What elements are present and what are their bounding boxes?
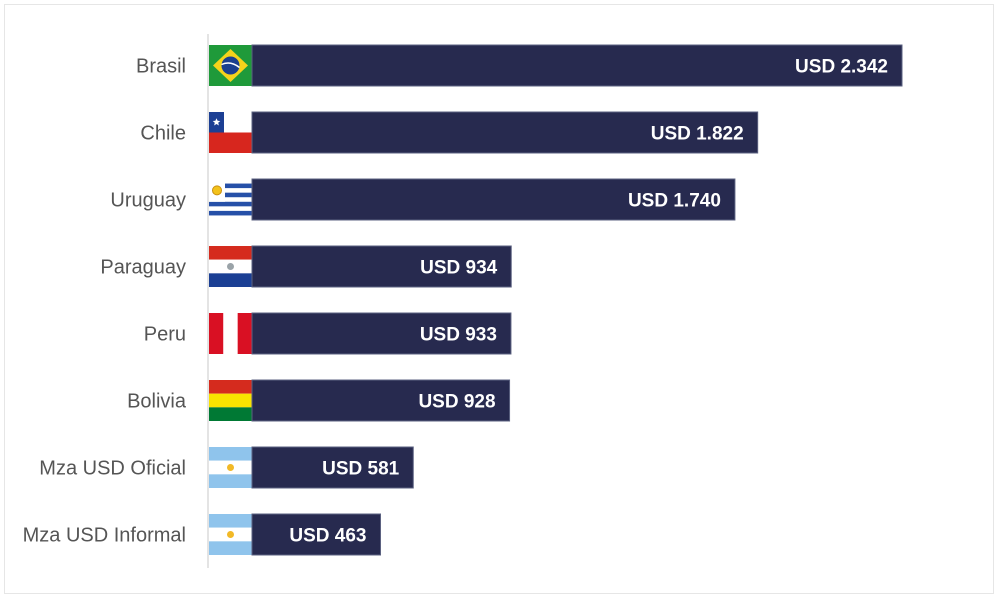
uruguay-flag-icon [209, 179, 252, 220]
peru-flag-icon [209, 313, 252, 354]
category-label: Peru [144, 324, 186, 346]
category-label: Uruguay [110, 190, 186, 212]
bolivia-flag-icon [209, 380, 252, 421]
value-label: USD 1.822 [651, 124, 744, 145]
value-label: USD 581 [322, 459, 400, 480]
value-label: USD 933 [420, 325, 497, 346]
bar-mza-usd-oficial [251, 446, 414, 489]
brazil-flag-icon [209, 45, 252, 86]
category-label: Mza USD Informal [23, 525, 186, 547]
paraguay-flag-icon [209, 246, 252, 287]
value-label: USD 2.342 [795, 57, 888, 78]
value-label: USD 928 [418, 392, 495, 413]
bar-mza-usd-informal [251, 513, 382, 556]
value-label: USD 463 [289, 526, 366, 547]
argentina-flag-icon [209, 514, 252, 555]
value-label: USD 1.740 [628, 191, 721, 212]
category-label: Paraguay [100, 257, 186, 279]
bar-peru [251, 312, 512, 355]
argentina-flag-icon [209, 447, 252, 488]
chart-frame [4, 4, 994, 594]
bar-paraguay [251, 245, 512, 288]
category-label: Chile [140, 123, 186, 145]
bar-chile [251, 111, 759, 154]
bar-uruguay [251, 178, 736, 221]
category-label: Bolivia [127, 391, 187, 413]
value-label: USD 934 [420, 258, 498, 279]
bar-brasil [251, 44, 903, 87]
category-label: Brasil [136, 56, 186, 78]
chile-flag-icon [209, 112, 252, 153]
bar-bolivia [251, 379, 511, 422]
category-label: Mza USD Oficial [39, 458, 186, 480]
